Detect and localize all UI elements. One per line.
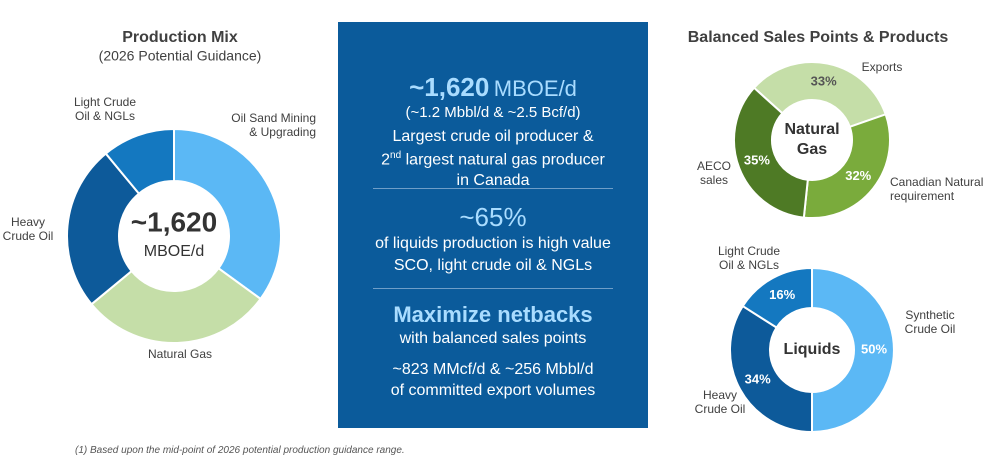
text-line: in Canada	[456, 172, 530, 189]
category-label: Natural Gas	[148, 347, 212, 361]
donut-segment	[90, 266, 262, 344]
text: 2	[381, 151, 391, 169]
donut-segment	[752, 61, 887, 129]
summary-panel: ~1,620 MBOE/d (~1.2 Mbbl/d & ~2.5 Bcf/d)…	[338, 22, 648, 428]
text-line: SCO, light crude oil & NGLs	[393, 257, 593, 274]
text-line: of liquids production is high value	[375, 235, 611, 252]
category-label: Exports	[862, 60, 903, 74]
text-line: with balanced sales points	[399, 330, 587, 347]
divider	[373, 188, 613, 189]
text-line: Largest crude oil producer &	[392, 128, 594, 145]
chart-title: Balanced Sales Points & Products	[688, 29, 949, 46]
category-label: Light Crude Oil & NGLs	[718, 244, 780, 272]
category-label: Light Crude Oil & NGLs	[74, 95, 136, 123]
category-label: Oil Sand Mining & Upgrading	[231, 111, 316, 139]
headline: ~1,620	[409, 72, 490, 102]
chart-subtitle: (2026 Potential Guidance)	[99, 48, 262, 64]
value-label: 16%	[769, 287, 795, 302]
superscript: nd	[390, 150, 402, 161]
center-sublabel: MBOE/d	[144, 243, 204, 260]
value-label: 34%	[745, 371, 771, 386]
donut-segment	[66, 152, 141, 306]
value-label: 33%	[811, 74, 837, 89]
footnote: (1) Based upon the mid-point of 2026 pot…	[75, 445, 405, 456]
text-line: of committed export volumes	[390, 382, 596, 399]
stat: ~65%	[459, 202, 527, 232]
donut-segment	[104, 127, 175, 196]
donut-segment	[173, 127, 282, 301]
headline-unit: MBOE/d	[493, 76, 577, 101]
center-label: ~1,620	[131, 206, 217, 237]
donut-segment	[802, 113, 891, 219]
heading: Maximize netbacks	[393, 302, 593, 327]
donut-segment	[733, 86, 809, 219]
category-label: Heavy Crude Oil	[3, 215, 54, 243]
value-label: 32%	[845, 168, 871, 183]
value-label: 35%	[744, 153, 770, 168]
center-label: Liquids	[784, 341, 841, 358]
donut-segment	[741, 266, 813, 329]
category-label: Heavy Crude Oil	[695, 388, 746, 416]
category-label: Synthetic Crude Oil	[905, 308, 956, 336]
chart-title: Production Mix	[122, 29, 238, 46]
text-line: 2nd largest natural gas producer	[338, 150, 648, 169]
text: largest natural gas producer	[401, 151, 605, 169]
center-label: Natural Gas	[784, 121, 839, 158]
text-line: ~823 MMcf/d & ~256 Mbbl/d	[392, 361, 594, 378]
donut-segment	[729, 304, 813, 434]
category-label: AECO sales	[697, 159, 731, 187]
value-label: 50%	[861, 341, 887, 356]
donut-segment	[811, 266, 895, 434]
category-label: Canadian Natural requirement	[890, 175, 983, 203]
headline-row: ~1,620 MBOE/d	[338, 72, 648, 103]
headline-note: (~1.2 Mbbl/d & ~2.5 Bcf/d)	[405, 104, 581, 121]
divider	[373, 288, 613, 289]
